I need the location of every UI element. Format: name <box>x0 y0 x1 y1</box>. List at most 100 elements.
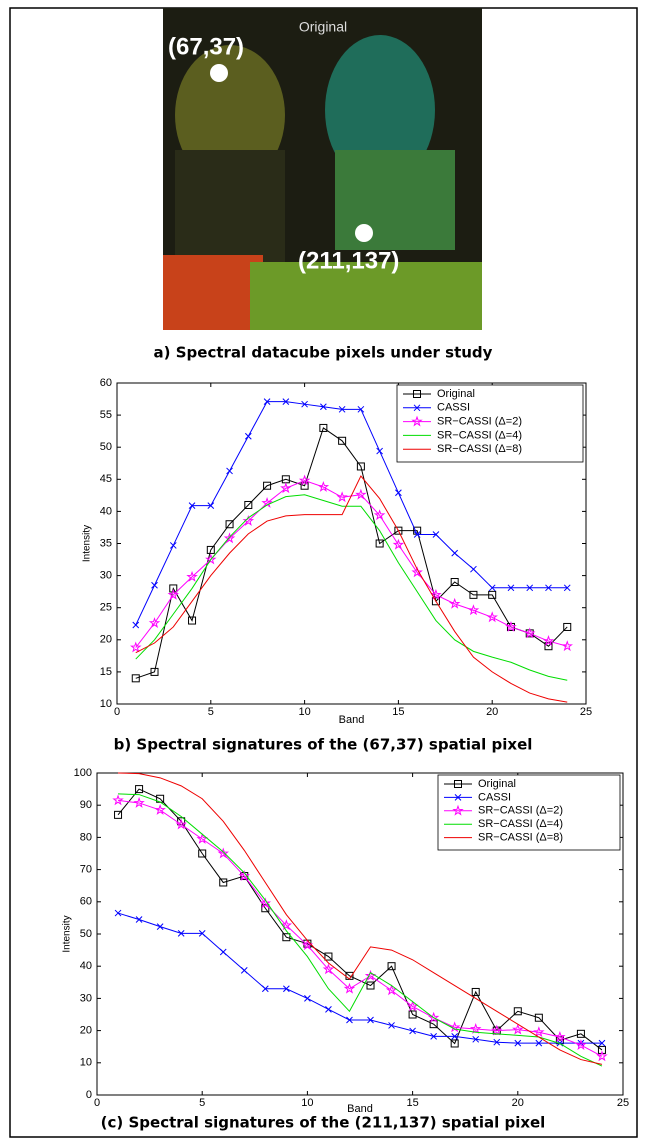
marker-square <box>356 462 365 471</box>
marker-star <box>317 480 330 492</box>
marker-x <box>454 794 462 801</box>
marker-x <box>409 1027 416 1035</box>
marker-x <box>514 1039 522 1047</box>
y-tick-label: 35 <box>100 537 112 549</box>
photo: Original (67,37) (211,137) <box>163 8 482 330</box>
marker-x <box>563 584 571 592</box>
marker-square <box>450 578 459 587</box>
y-tick-label: 60 <box>80 896 92 908</box>
x-tick-label: 20 <box>486 706 498 718</box>
marker-x <box>325 1005 332 1013</box>
y-tick-label: 80 <box>80 831 92 843</box>
marker-x <box>156 923 164 930</box>
figure-right-body <box>335 150 455 250</box>
marker-x <box>151 581 158 589</box>
x-tick-label: 15 <box>406 1097 418 1109</box>
marker-x <box>320 403 327 411</box>
marker-star <box>167 588 180 600</box>
marker-star <box>355 488 367 500</box>
y-tick-label: 100 <box>74 767 92 779</box>
marker-square <box>114 810 123 819</box>
marker-square <box>454 780 462 788</box>
marker-square <box>225 520 234 529</box>
y-tick-label: 40 <box>80 960 92 972</box>
marker-star <box>217 847 229 859</box>
marker-x <box>188 502 196 509</box>
marker-square <box>282 933 291 942</box>
marker-x <box>346 1016 353 1024</box>
marker-star <box>280 482 292 494</box>
marker-x <box>470 565 477 573</box>
marker-star <box>336 491 348 503</box>
marker-x <box>395 489 402 497</box>
marker-star <box>205 553 217 565</box>
caption: (c) Spectral signatures of the (211,137)… <box>101 1114 546 1132</box>
photo-title: Original <box>299 19 347 35</box>
marker-star <box>575 1039 587 1050</box>
marker-x <box>430 1033 437 1040</box>
marker-star <box>542 635 555 646</box>
marker-star <box>448 597 461 609</box>
marker-star <box>112 794 124 806</box>
marker-x <box>451 1033 459 1040</box>
marker-star <box>373 509 386 521</box>
marker-x <box>304 995 311 1002</box>
marker-star <box>238 870 251 881</box>
marker-x <box>240 967 248 974</box>
marker-x <box>169 542 177 549</box>
series-line <box>117 912 602 1044</box>
marker-star <box>130 641 142 653</box>
marker-star <box>469 1022 482 1034</box>
marker-star <box>467 604 480 616</box>
marker-x <box>263 398 271 405</box>
marker-square <box>394 526 403 535</box>
series-line <box>117 799 603 1057</box>
brick-green <box>250 262 482 330</box>
y-tick-label: 20 <box>80 1025 92 1037</box>
legend-label: Original <box>437 388 475 400</box>
marker-x <box>526 584 534 592</box>
marker-x <box>367 1016 374 1024</box>
marker-square <box>387 962 396 971</box>
marker-star <box>561 640 573 652</box>
marker-x <box>132 621 140 629</box>
x-tick-label: 5 <box>199 1097 205 1109</box>
x-tick-label: 0 <box>114 706 120 718</box>
marker-star <box>596 1050 608 1062</box>
marker-x <box>432 531 440 538</box>
marker-square <box>263 481 272 490</box>
legend-label: Original <box>478 778 516 790</box>
marker-square <box>408 1010 417 1019</box>
marker-star <box>512 1023 524 1035</box>
marker-x <box>413 531 421 538</box>
y-tick-label: 60 <box>100 377 112 389</box>
marker-x <box>545 584 552 592</box>
marker-x <box>388 1022 395 1029</box>
marker-square <box>513 1007 522 1016</box>
marker-star <box>242 515 255 526</box>
marker-x <box>207 502 215 509</box>
pixel-label: (211,137) <box>298 247 399 274</box>
caption: a) Spectral datacube pixels under study <box>154 344 493 362</box>
x-tick-label: 20 <box>512 1097 524 1109</box>
y-tick-label: 55 <box>100 409 112 421</box>
marker-star <box>430 588 442 600</box>
y-tick-label: 45 <box>100 473 112 485</box>
marker-star <box>505 620 517 632</box>
marker-x <box>282 398 290 405</box>
pixel-label: (67,37) <box>168 33 244 60</box>
marker-square <box>198 849 207 858</box>
marker-x <box>135 916 143 923</box>
marker-x <box>488 584 496 592</box>
marker-square <box>219 878 228 887</box>
marker-star <box>427 1011 440 1023</box>
marker-x <box>535 1039 543 1047</box>
marker-star <box>385 984 398 996</box>
x-axis-label: Band <box>347 1103 373 1115</box>
marker-square <box>150 667 159 676</box>
marker-square <box>413 390 421 398</box>
x-axis-label: Band <box>339 714 365 726</box>
marker-star <box>259 897 272 909</box>
legend-label: SR−CASSI (Δ=2) <box>478 805 563 817</box>
x-tick-label: 25 <box>580 706 592 718</box>
